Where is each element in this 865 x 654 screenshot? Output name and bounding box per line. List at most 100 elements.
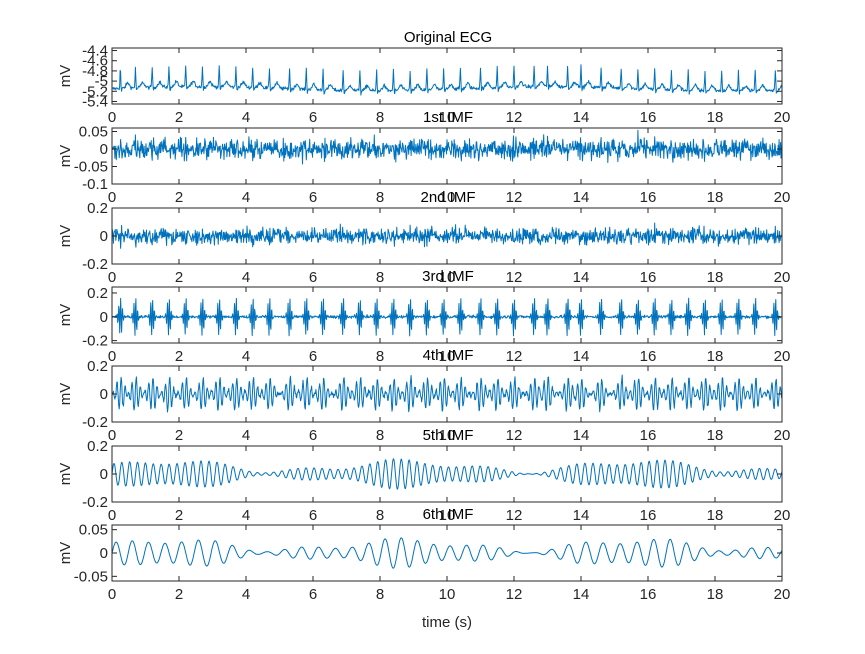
y-tick-label: 0	[100, 466, 108, 483]
x-tick-label: 0	[108, 348, 116, 365]
x-tick-label: 18	[707, 507, 724, 524]
series-line	[111, 297, 783, 337]
x-tick-label: 10	[439, 189, 456, 206]
x-tick-label: 0	[108, 109, 116, 126]
y-tick-label: -4.6	[82, 53, 108, 70]
x-tick-label: 6	[309, 586, 317, 603]
y-axis-label: mV	[57, 383, 74, 406]
y-axis-label: mV	[57, 304, 74, 327]
x-tick-label: 2	[175, 189, 183, 206]
x-tick-label: 0	[108, 586, 116, 603]
x-tick-label: 8	[376, 507, 384, 524]
y-tick-label: -0.2	[82, 333, 108, 350]
y-tick-label: 0.2	[87, 285, 108, 302]
x-tick-label: 20	[774, 427, 791, 444]
x-tick-label: 8	[376, 269, 384, 286]
x-tick-label: 0	[108, 189, 116, 206]
y-tick-label: -0.1	[82, 176, 108, 193]
x-tick-label: 20	[774, 348, 791, 365]
y-tick-label: 0	[100, 141, 108, 158]
x-tick-label: 12	[506, 109, 523, 126]
x-tick-label: 8	[376, 586, 384, 603]
x-tick-label: 16	[640, 586, 657, 603]
y-tick-label: -0.05	[74, 159, 108, 176]
x-tick-label: 18	[707, 427, 724, 444]
x-tick-label: 4	[242, 189, 250, 206]
subplot-title: 3rd IMF	[422, 268, 474, 285]
x-tick-label: 10	[439, 507, 456, 524]
y-tick-label: -4.4	[82, 43, 108, 60]
x-tick-label: 20	[774, 189, 791, 206]
y-axis-label: mV	[57, 145, 74, 168]
x-tick-label: 14	[573, 348, 590, 365]
x-tick-label: 6	[309, 348, 317, 365]
y-tick-label: -5.4	[82, 93, 108, 110]
x-tick-label: 18	[707, 189, 724, 206]
x-tick-label: 14	[573, 109, 590, 126]
x-tick-label: 18	[707, 586, 724, 603]
x-tick-label: 4	[242, 507, 250, 524]
y-axis-label: mV	[57, 65, 74, 88]
x-tick-label: 8	[376, 348, 384, 365]
x-tick-label: 16	[640, 507, 657, 524]
x-tick-label: 16	[640, 269, 657, 286]
x-tick-label: 12	[506, 269, 523, 286]
x-axis-label: time (s)	[422, 614, 472, 631]
x-tick-label: 8	[376, 427, 384, 444]
x-tick-label: 16	[640, 348, 657, 365]
y-tick-label: 0.05	[79, 522, 108, 539]
x-tick-label: 14	[573, 189, 590, 206]
y-tick-label: -5	[95, 73, 108, 90]
subplot-title: 6th IMF	[423, 506, 474, 523]
x-tick-label: 10	[439, 109, 456, 126]
x-tick-label: 16	[640, 109, 657, 126]
y-tick-label: -5.2	[82, 83, 108, 100]
x-tick-label: 2	[175, 348, 183, 365]
x-tick-label: 4	[242, 586, 250, 603]
x-tick-label: 20	[774, 269, 791, 286]
subplot-title: Original ECG	[404, 29, 492, 46]
x-tick-label: 2	[175, 586, 183, 603]
x-tick-label: 12	[506, 189, 523, 206]
x-tick-label: 6	[309, 189, 317, 206]
series-line	[111, 64, 783, 96]
x-tick-label: 10	[439, 427, 456, 444]
series-line	[111, 374, 783, 413]
y-tick-label: -0.2	[82, 494, 108, 511]
x-tick-label: 14	[573, 507, 590, 524]
series-line	[111, 537, 783, 569]
x-tick-label: 4	[242, 427, 250, 444]
y-tick-label: -4.8	[82, 63, 108, 80]
y-axis-label: mV	[57, 225, 74, 248]
series-line	[111, 129, 783, 165]
y-tick-label: 0.2	[87, 358, 108, 375]
x-tick-label: 14	[573, 427, 590, 444]
x-tick-label: 6	[309, 269, 317, 286]
subplot-title: 2nd IMF	[420, 189, 475, 206]
x-tick-label: 6	[309, 507, 317, 524]
x-tick-label: 20	[774, 507, 791, 524]
subplot-title: 4th IMF	[423, 347, 474, 364]
x-tick-label: 10	[439, 586, 456, 603]
x-tick-label: 16	[640, 427, 657, 444]
x-tick-label: 10	[439, 348, 456, 365]
x-tick-label: 10	[439, 269, 456, 286]
x-tick-label: 0	[108, 427, 116, 444]
y-tick-label: -0.2	[82, 414, 108, 431]
x-tick-label: 16	[640, 189, 657, 206]
x-tick-label: 2	[175, 427, 183, 444]
x-tick-label: 14	[573, 586, 590, 603]
y-tick-label: 0.05	[79, 124, 108, 141]
y-tick-label: 0	[100, 386, 108, 403]
y-tick-label: -0.2	[82, 256, 108, 273]
subplot-title: 5th IMF	[423, 427, 474, 444]
x-tick-label: 18	[707, 348, 724, 365]
y-tick-label: 0	[100, 228, 108, 245]
series-line	[111, 458, 783, 490]
